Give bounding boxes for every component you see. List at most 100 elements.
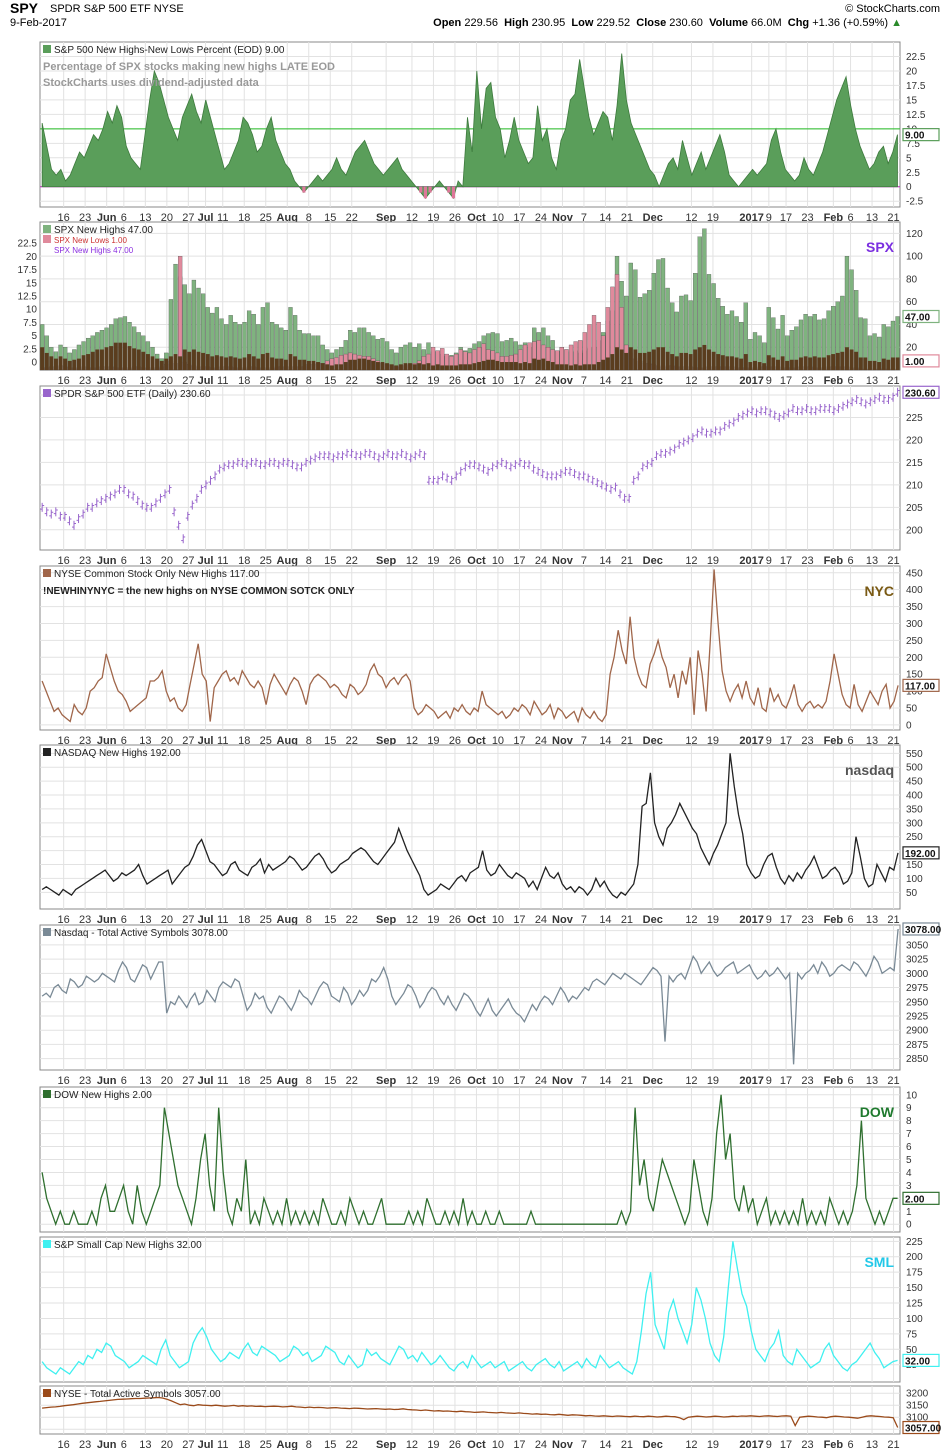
x-tick-label: 6 <box>847 914 853 926</box>
legend-swatch <box>43 928 51 936</box>
bar-overlap <box>550 362 555 370</box>
line-series <box>41 1094 898 1227</box>
negative-area-mark <box>423 186 428 199</box>
bar-overlap <box>44 352 49 370</box>
x-tick-label: 27 <box>182 212 194 224</box>
bar-overlap <box>155 358 160 370</box>
x-tick-label: 19 <box>707 555 719 567</box>
value-tag <box>902 1420 940 1435</box>
bar-overlap <box>145 354 150 370</box>
y-tick-label: 150 <box>906 670 923 681</box>
x-tick-label: 6 <box>121 914 127 926</box>
value-tag-text: 117.00 <box>905 681 935 692</box>
bar-overlap <box>633 349 638 370</box>
x-tick-label: 9 <box>766 735 772 747</box>
bar-overlap <box>210 356 215 370</box>
bar-overlap <box>444 365 449 370</box>
x-tick-label: 6 <box>121 1075 127 1087</box>
x-tick-label: 2017 <box>739 375 763 387</box>
bar-overlap <box>753 360 757 370</box>
y-tick-label: 17.5 <box>906 81 926 92</box>
y-tick-label: 75 <box>906 1329 918 1340</box>
panel-6: 3075305030253000297529502925290028752850… <box>39 922 942 1087</box>
legend-text: NYSE - Total Active Symbols 3057.00 <box>54 1389 221 1400</box>
x-tick-label: 23 <box>79 1439 91 1450</box>
x-tick-label: 23 <box>79 555 91 567</box>
x-tick-label: 7 <box>581 1439 587 1450</box>
negative-area-mark <box>447 186 451 193</box>
x-tick-label: 8 <box>306 914 312 926</box>
y-tick-label: 20 <box>906 343 918 354</box>
x-tick-label: Aug <box>277 914 298 926</box>
y-tick-label: 5 <box>906 153 912 164</box>
bar-overlap <box>849 349 854 370</box>
legend-text: SPX New Highs 47.00 <box>54 246 134 255</box>
y-tick-label: 175 <box>906 1268 923 1279</box>
bar-overlap <box>302 359 307 370</box>
y-tick-label: 12.5 <box>18 292 38 303</box>
x-tick-label: Feb <box>824 735 844 747</box>
value-tag-text: 3057.00 <box>905 1424 942 1435</box>
x-tick-label: 22 <box>346 375 358 387</box>
x-tick-label: Jul <box>198 375 214 387</box>
x-tick-label: 18 <box>238 212 250 224</box>
bar-overlap <box>854 351 859 370</box>
legend-text: SPX New Highs 47.00 <box>54 225 153 236</box>
bar-overlap <box>674 356 679 370</box>
bar-overlap <box>725 356 730 370</box>
panel-5: 55050045040035030025020015010050NASDAQ N… <box>39 744 940 926</box>
bar-overlap <box>785 360 790 370</box>
x-tick-label: 16 <box>58 212 70 224</box>
x-tick-label: 6 <box>121 212 127 224</box>
legend-swatch <box>43 235 51 243</box>
bar-overlap <box>684 352 688 370</box>
x-tick-label: Dec <box>643 555 663 567</box>
x-tick-label: Jul <box>198 735 214 747</box>
x-tick-label: 19 <box>427 1075 439 1087</box>
high-value: 230.95 <box>531 17 566 29</box>
y-tick-label: 5 <box>906 1155 912 1166</box>
y-tick-label: 3000 <box>906 969 929 980</box>
legend-swatch <box>43 45 51 53</box>
bar-overlap <box>605 357 610 370</box>
bar-overlap <box>99 349 104 370</box>
x-tick-label: 15 <box>324 1075 336 1087</box>
annotation: Percentage of SPX stocks making new high… <box>43 61 335 73</box>
bar-overlap <box>555 364 560 370</box>
x-tick-label: 8 <box>306 555 312 567</box>
bar-overlap <box>49 356 54 370</box>
bar-overlap <box>435 364 440 370</box>
x-tick-label: 18 <box>238 1075 250 1087</box>
legend-text: Nasdaq - Total Active Symbols 3078.00 <box>54 928 228 939</box>
x-tick-label: Dec <box>643 914 663 926</box>
bar-overlap <box>817 357 822 370</box>
x-tick-label: 10 <box>492 212 504 224</box>
bar-overlap <box>173 354 178 370</box>
x-tick-label: Jun <box>97 1439 117 1450</box>
bar-overlap <box>803 356 808 370</box>
y-tick-label: 225 <box>906 413 923 424</box>
x-tick-label: 23 <box>79 375 91 387</box>
x-tick-label: Dec <box>643 375 663 387</box>
y-tick-label: 50 <box>906 704 918 715</box>
stockcharts-brand[interactable]: © StockCharts.com <box>845 3 940 15</box>
x-tick-label: 11 <box>217 555 228 567</box>
bar-overlap <box>730 356 734 370</box>
bar-overlap <box>63 358 68 370</box>
bar-overlap <box>320 363 325 370</box>
x-tick-label: 21 <box>887 212 899 224</box>
bar-overlap <box>628 347 633 370</box>
x-tick-label: 15 <box>324 555 336 567</box>
x-tick-label: 11 <box>217 914 228 926</box>
x-tick-label: 17 <box>513 914 525 926</box>
bar-overlap <box>113 342 118 370</box>
bar-overlap <box>219 356 224 370</box>
bar-overlap <box>821 357 826 370</box>
x-tick-label: 19 <box>707 1439 719 1450</box>
x-tick-label: Aug <box>277 735 298 747</box>
x-tick-label: 8 <box>306 375 312 387</box>
bar-overlap <box>509 362 514 370</box>
x-tick-label: Aug <box>277 1075 298 1087</box>
up-arrow-icon: ▲ <box>891 17 902 29</box>
x-tick-label: 23 <box>79 1075 91 1087</box>
